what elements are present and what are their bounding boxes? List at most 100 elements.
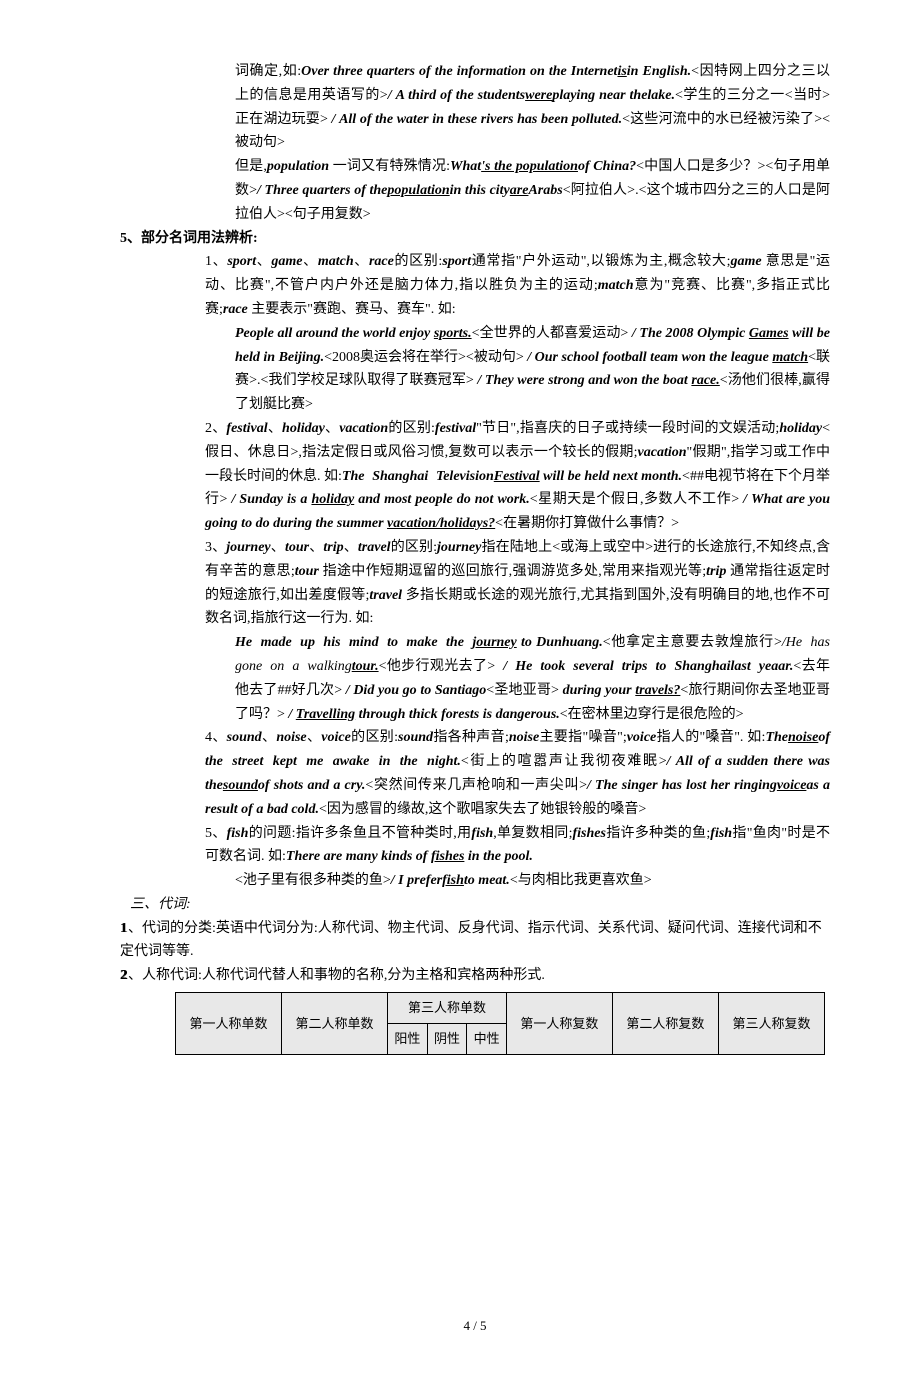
term: noise [276,730,306,745]
example-underline: voice [777,778,807,793]
example-text: in this city [450,183,510,198]
term: vacation [339,421,388,436]
term: game [271,254,302,269]
example-underline: race. [691,373,719,388]
item-number: 3、 [205,540,226,555]
term: noise [509,730,539,745]
text: 2、人称代词:人称代词代替人和事物的名称,分为主格和宾格两种形式. [121,968,545,983]
translation: <星期天是个假日,多数人不工作> [530,492,739,507]
example-underline: fishes [431,849,464,864]
text: ,单复数相同; [493,826,572,841]
example-text: There are many kinds of [286,849,431,864]
term: tour [285,540,309,555]
example-text: / He took several trips to Shanghailast … [495,659,793,674]
example-text: will be held next month. [540,469,682,484]
example-underline: 's the population [481,159,578,174]
table-cell: 第三人称单数 [388,993,507,1024]
example-text: through thick forests is dangerous. [355,707,560,722]
term: match [598,278,634,293]
example-underline: travels? [635,683,680,698]
text: 主要表示"赛跑、赛马、赛车". 如: [248,302,456,317]
page-number: 4 / 5 [463,1318,486,1333]
term: race [369,254,394,269]
example-text: / Did you go to Santiago [342,683,486,698]
example-block: He made up his mind to make the journey … [235,631,830,726]
term: tour [295,564,319,579]
example-underline: vacation/holidays? [387,516,495,531]
text: 主要指"噪音"; [539,730,627,745]
term: game [730,254,761,269]
example-text: The Shanghai Television [342,469,494,484]
table-cell: 第一人称复数 [506,993,612,1055]
table-cell: 第三人称复数 [718,993,824,1055]
example-text: / All of the water in these rivers has b… [328,112,622,127]
table-cell: 第二人称复数 [612,993,718,1055]
term: travel [358,540,391,555]
document-page: 词确定,如:Over three quarters of the informa… [0,0,920,1377]
text: 一词又有特殊情况: [333,159,450,174]
term: sport [442,254,471,269]
item-number: 5、 [205,826,227,841]
body-paragraph: 但是,population 一词又有特殊情况:What's the popula… [235,155,830,226]
list-item: 3、journey、tour、trip、travel的区别:journey指在陆… [205,536,830,631]
example-text: / Sunday is a [227,492,311,507]
section-heading: 5、部分名词用法辨析: [120,227,830,251]
translation: <突然间传来几声枪响和一声尖叫> [365,778,587,793]
text: 的区别: [391,540,437,555]
example-underline: tour. [352,659,379,674]
example-block: <池子里有很多种类的鱼>/ I preferfishto meat.<与肉相比我… [235,869,830,893]
translation: <因为感冒的缘故,这个歌唱家失去了她银铃般的嗓音> [319,802,646,817]
table-cell: 阴性 [427,1024,467,1055]
example-underline: match [772,350,808,365]
example-underline: noise [788,730,818,745]
term: sound [398,730,433,745]
text: 指许多种类的鱼; [606,826,710,841]
table-cell: 第二人称单数 [282,993,388,1055]
term: festival [226,421,267,436]
example-underline: Travelling [296,707,355,722]
example-text: / Our school football team won the leagu… [524,350,773,365]
page-footer: 4 / 5 [120,1315,830,1337]
table-cell: 阳性 [388,1024,428,1055]
term: fishes [572,826,605,841]
translation: <在暑期你打算做什么事情？> [495,516,679,531]
text: 的问题:指许多条鱼且不管种类时,用 [248,826,471,841]
example-text: playing near thelake. [552,88,675,103]
term: journey [437,540,481,555]
translation: <池子里有很多种类的鱼> [235,873,391,888]
text: 1、代词的分类:英语中代词分为:人称代词、物主代词、反身代词、指示代词、关系代词… [120,921,822,960]
term: journey [226,540,270,555]
list-item: 5、fish的问题:指许多条鱼且不管种类时,用fish,单复数相同;fishes… [205,822,830,870]
example-underline: is [617,64,626,79]
text: 通常指"户外运动",以锻炼为主,概念较大; [471,254,730,269]
item-number: 4、 [205,730,227,745]
text: 指人的"嗓音". 如: [656,730,765,745]
translation: <全世界的人都喜爱运动> [472,326,629,341]
example-text: in the pool. [464,849,532,864]
example-text: He made up his mind to make the [235,635,472,650]
example-text: Arabs [528,183,562,198]
example-underline: Games [749,326,789,341]
term: travel [369,588,402,603]
text: "节日",指喜庆的日子或持续一段时间的文娱活动; [476,421,779,436]
translation: <街上的喧嚣声让我彻夜难眠> [461,754,667,769]
example-text: to meat. [464,873,510,888]
example-underline: are [510,183,529,198]
text: 的区别: [394,254,443,269]
text: 的区别: [351,730,398,745]
item-number: 2、 [205,421,226,436]
example-text: / The singer has lost her ringing [587,778,777,793]
example-text: / I prefer [391,873,442,888]
text: 指途中作短期逗留的巡回旅行,强调游览多处,常用来指观光等; [319,564,706,579]
list-item: 2、festival、holiday、vacation的区别:festival"… [205,417,830,536]
example-text: The [765,730,788,745]
term: population [267,159,329,174]
translation: <在密林里边穿行是很危险的> [560,707,744,722]
translation: <与肉相比我更喜欢鱼> [510,873,652,888]
example-underline: were [525,88,552,103]
example-text: of China? [578,159,636,174]
example-underline: sound [223,778,258,793]
translation: <圣地亚哥> [486,683,559,698]
example-underline: holiday [311,492,354,507]
example-underline: Festival [494,469,540,484]
